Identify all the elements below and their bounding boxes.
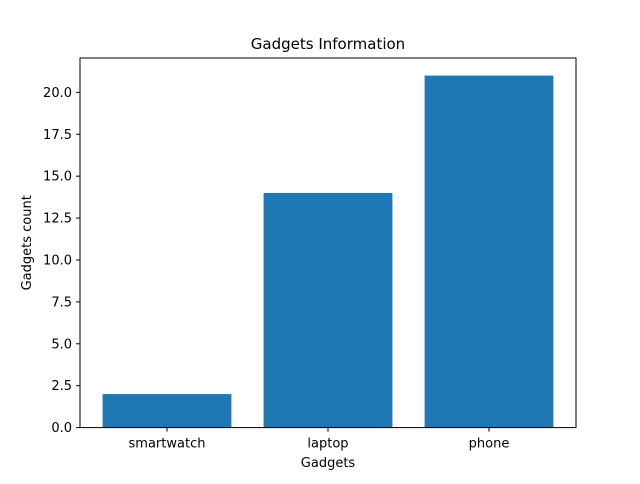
x-axis: smartwatch laptop phone <box>129 427 510 452</box>
bar-phone <box>424 75 554 428</box>
y-tick-label: 7.5 <box>51 295 72 310</box>
y-tick-label: 5.0 <box>51 337 72 352</box>
x-tick-label-laptop: laptop <box>307 437 348 452</box>
bars-layer <box>102 75 554 428</box>
y-tick-label: 0.0 <box>51 421 72 436</box>
x-tick-label-smartwatch: smartwatch <box>129 437 206 452</box>
y-axis-label: Gadgets count <box>20 195 35 290</box>
y-tick-label: 10.0 <box>43 253 72 268</box>
y-tick-label: 17.5 <box>43 128 72 143</box>
y-tick-label: 15.0 <box>43 170 72 185</box>
x-axis-label: Gadgets <box>301 456 356 471</box>
bar-laptop <box>263 192 393 428</box>
bar-smartwatch <box>102 394 232 428</box>
y-tick-label: 20.0 <box>43 86 72 101</box>
y-axis: 0.0 2.5 5.0 7.5 10.0 12.5 15.0 17.5 20.0 <box>43 86 80 436</box>
plot-frame <box>79 57 577 429</box>
y-tick-label: 12.5 <box>43 212 72 227</box>
x-tick-label-phone: phone <box>469 437 510 452</box>
y-tick-label: 2.5 <box>51 379 72 394</box>
chart-title: Gadgets Information <box>251 35 405 53</box>
